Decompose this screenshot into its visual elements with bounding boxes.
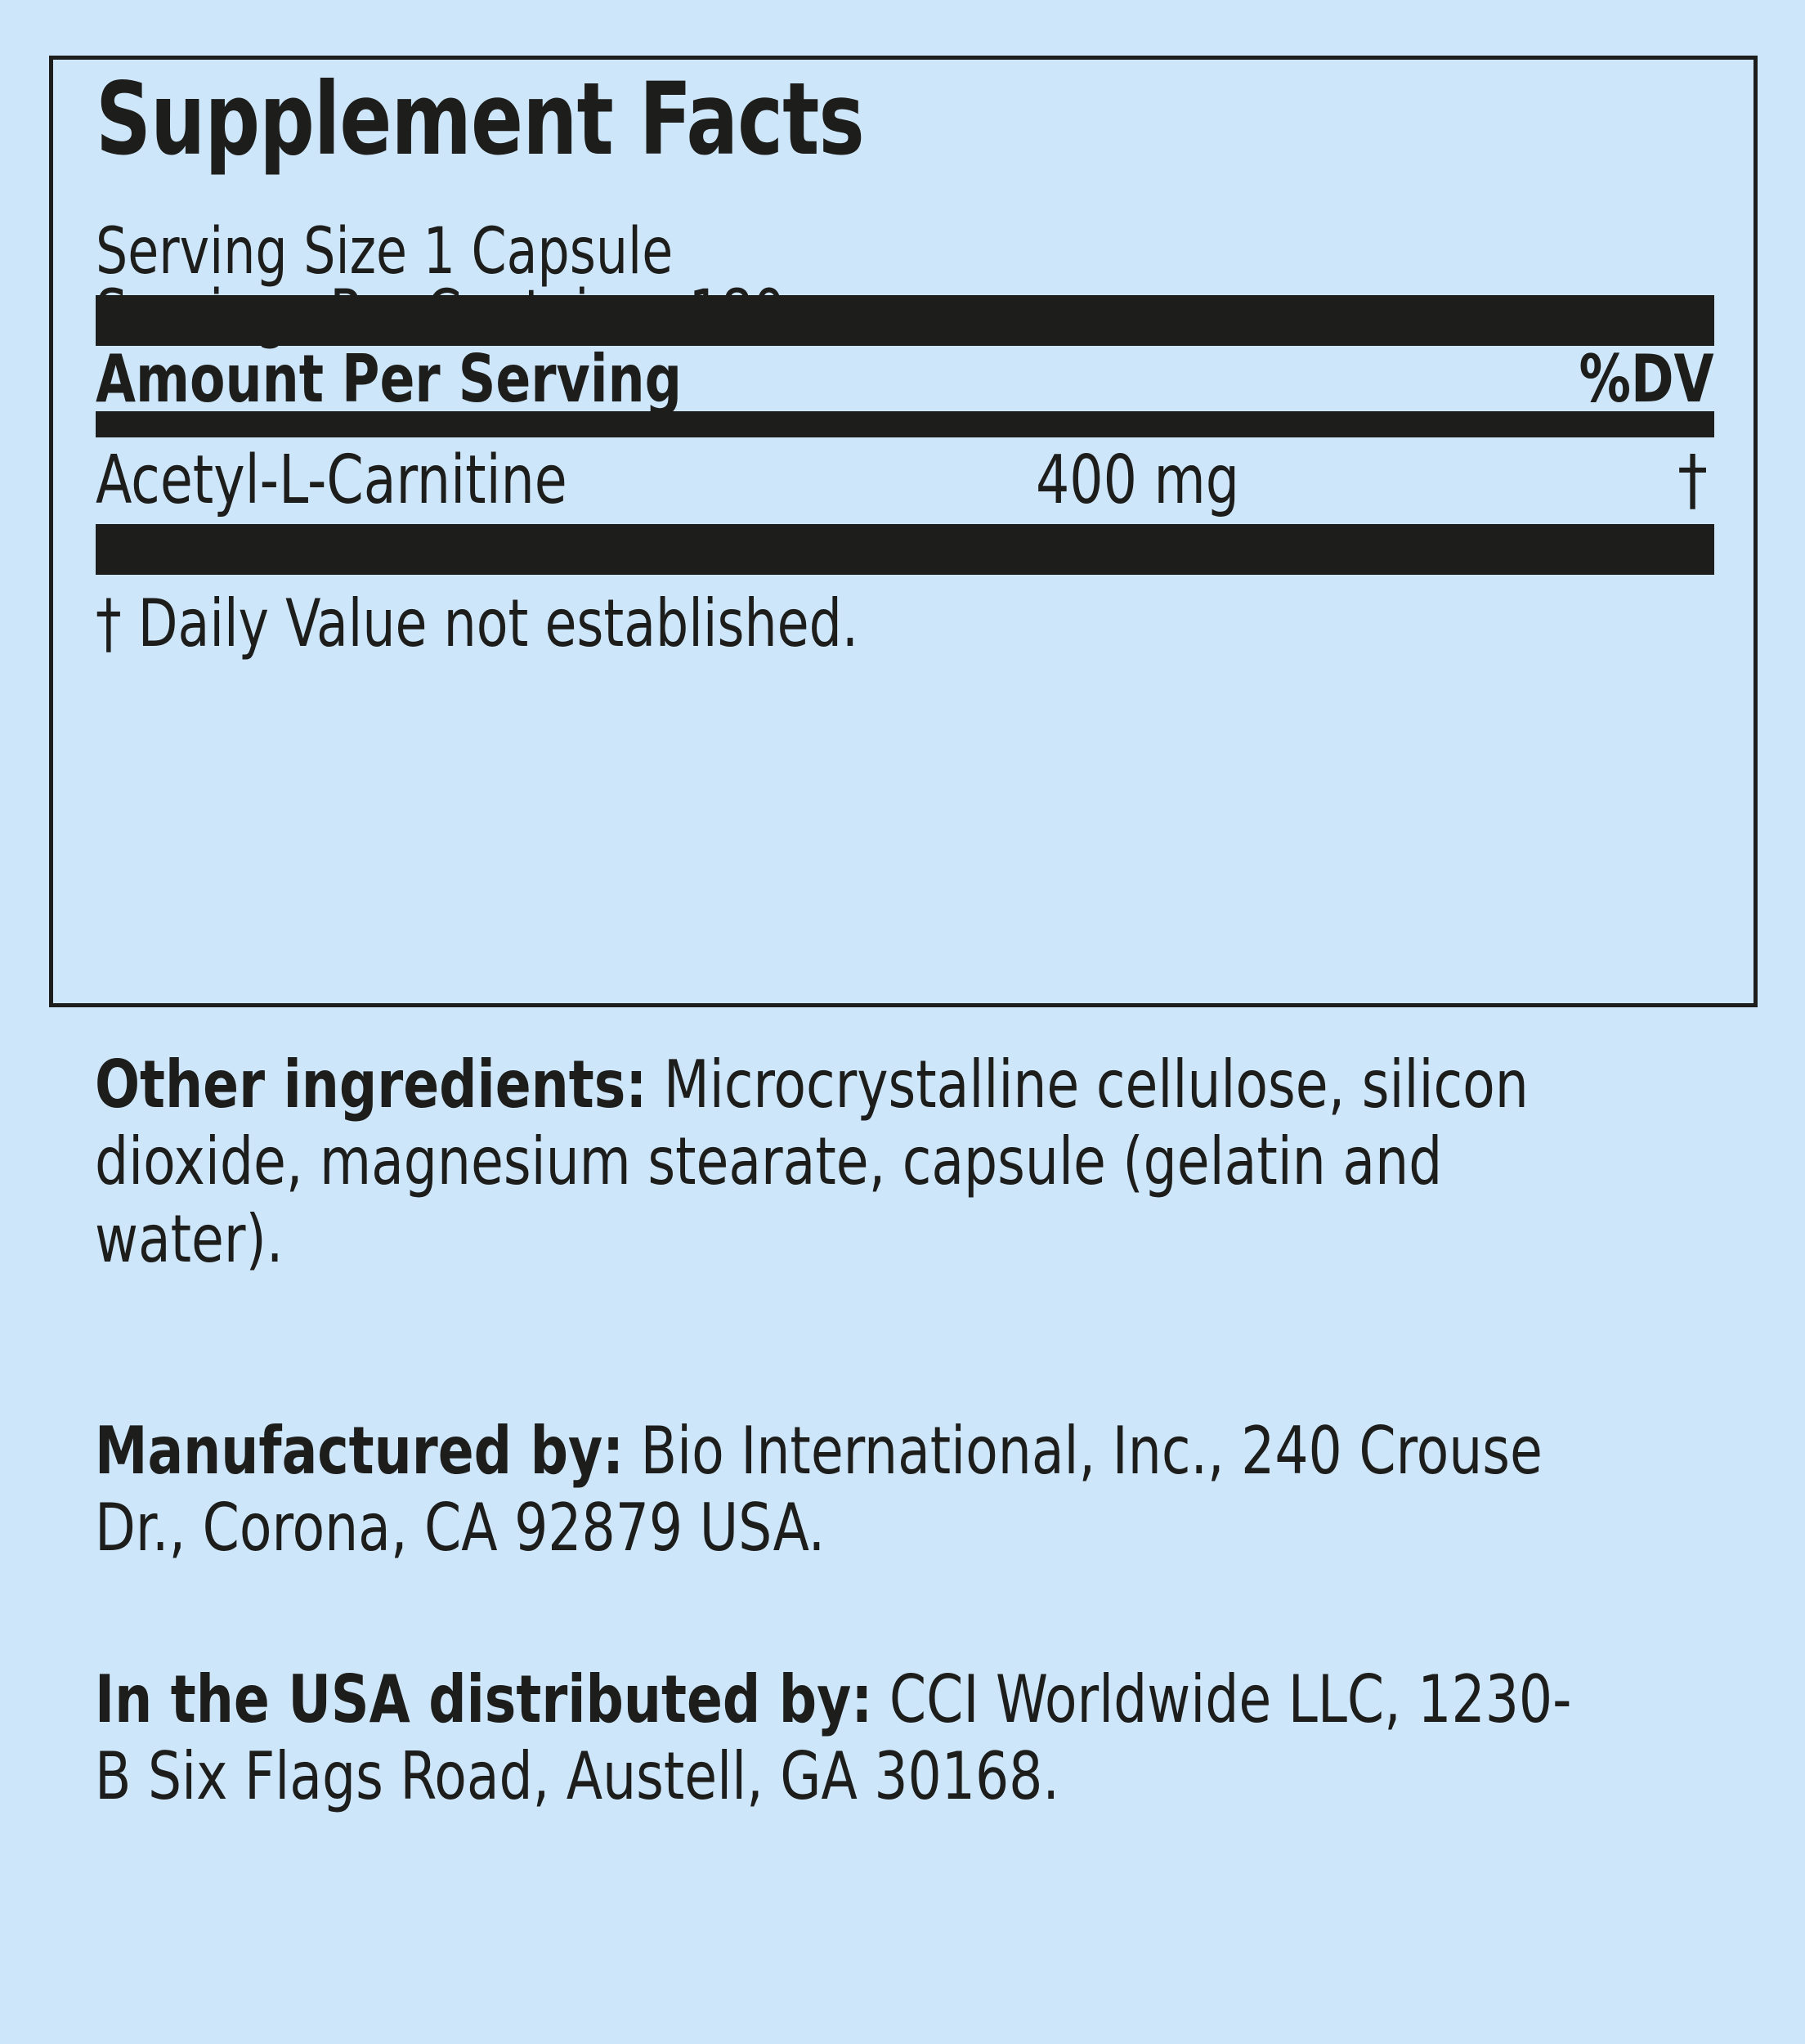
other-ingredients-paragraph: Other ingredients: Microcrystalline cell… — [95, 1047, 1738, 1278]
amount-per-serving-header-row: Amount Per Serving %DV — [96, 341, 1714, 417]
manufactured-by-paragraph: Manufactured by: Bio International, Inc.… — [95, 1413, 1738, 1567]
rule-thick-top — [96, 295, 1714, 346]
other-ingredients-text: Microcrystalline cellulose, silicon diox… — [95, 1047, 1529, 1277]
manufactured-by-label: Manufactured by: — [95, 1413, 625, 1489]
ingredient-amount: 400 mg — [1036, 442, 1239, 519]
ingredient-daily-value: † — [1677, 442, 1708, 519]
supplement-facts-panel: Supplement Facts Serving Size 1 Capsule … — [49, 56, 1758, 1007]
distributed-by-paragraph: In the USA distributed by: CCI Worldwide… — [95, 1661, 1738, 1816]
other-ingredients-label: Other ingredients: — [95, 1047, 647, 1123]
serving-size-text: Serving Size 1 Capsule — [96, 215, 674, 289]
percent-dv-label: %DV — [1579, 341, 1714, 417]
table-row: Acetyl-L-Carnitine 400 mg † — [96, 444, 1714, 518]
supplement-facts-title: Supplement Facts — [96, 61, 865, 177]
distributed-by-label: In the USA distributed by: — [95, 1661, 873, 1737]
ingredient-name: Acetyl-L-Carnitine — [96, 442, 567, 519]
daily-value-footnote: † Daily Value not established. — [96, 585, 858, 661]
amount-per-serving-label: Amount Per Serving — [96, 341, 682, 417]
manufactured-by-text: Bio International, Inc., 240 Crouse Dr.,… — [95, 1413, 1543, 1567]
distributed-by-text: CCI Worldwide LLC, 1230-B Six Flags Road… — [95, 1661, 1572, 1815]
supplement-facts-inner: Supplement Facts Serving Size 1 Capsule … — [96, 60, 1714, 1003]
rule-thick-bottom — [96, 524, 1714, 575]
rule-thin-middle — [96, 411, 1714, 437]
